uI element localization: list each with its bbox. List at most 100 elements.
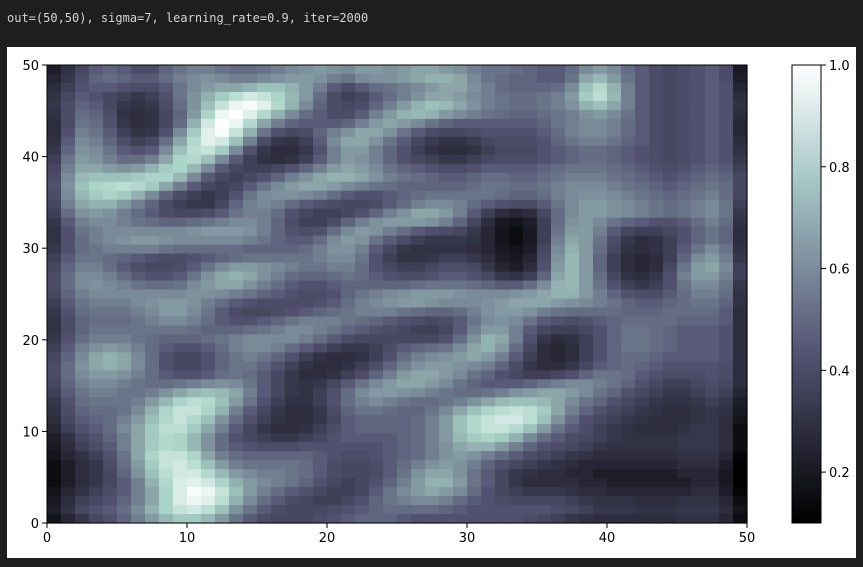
- heatmap-cell: [103, 271, 118, 282]
- heatmap-cell: [425, 226, 440, 237]
- heatmap-cell: [397, 460, 412, 470]
- heatmap-cell: [61, 136, 76, 147]
- heatmap-cell: [439, 298, 454, 309]
- heatmap-cell: [565, 208, 580, 219]
- heatmap-cell: [551, 325, 566, 336]
- heatmap-cell: [593, 181, 608, 192]
- heatmap-cell: [481, 478, 496, 488]
- heatmap-cell: [215, 217, 230, 228]
- heatmap-cell: [47, 469, 62, 479]
- heatmap-cell: [327, 65, 342, 75]
- heatmap-cell: [705, 442, 720, 452]
- heatmap-cell: [649, 361, 664, 371]
- heatmap-cell: [103, 496, 118, 506]
- heatmap-cell: [355, 325, 370, 336]
- heatmap-cell: [509, 136, 524, 147]
- heatmap-cell: [523, 91, 538, 102]
- heatmap-cell: [257, 280, 272, 291]
- heatmap-cell: [425, 469, 440, 479]
- heatmap-cell: [341, 82, 356, 93]
- heatmap-cell: [579, 424, 594, 434]
- heatmap-cell: [61, 208, 76, 219]
- heatmap-cell: [579, 181, 594, 192]
- heatmap-cell: [579, 100, 594, 111]
- heatmap-cell: [159, 388, 174, 398]
- heatmap-cell: [691, 172, 706, 183]
- heatmap-cell: [327, 469, 342, 479]
- heatmap-cell: [691, 442, 706, 452]
- heatmap-cell: [733, 280, 748, 291]
- heatmap-cell: [593, 190, 608, 201]
- heatmap-cell: [243, 343, 258, 353]
- heatmap-cell: [551, 65, 566, 75]
- heatmap-cell: [705, 244, 720, 255]
- heatmap-cell: [355, 271, 370, 282]
- heatmap-cell: [509, 397, 524, 407]
- heatmap-cell: [61, 118, 76, 129]
- heatmap-cell: [187, 163, 202, 174]
- heatmap-cell: [355, 505, 370, 515]
- heatmap-cell: [453, 316, 468, 327]
- heatmap-cell: [327, 379, 342, 389]
- heatmap-cell: [285, 361, 300, 371]
- heatmap-cell: [565, 235, 580, 246]
- heatmap-cell: [215, 199, 230, 210]
- heatmap-cell: [677, 181, 692, 192]
- heatmap-cell: [551, 73, 566, 84]
- heatmap-cell: [229, 65, 244, 75]
- heatmap-cell: [663, 217, 678, 228]
- heatmap-cell: [635, 343, 650, 353]
- heatmap-cell: [593, 388, 608, 398]
- heatmap-cell: [719, 469, 734, 479]
- heatmap-cell: [257, 442, 272, 452]
- heatmap-cell: [635, 379, 650, 389]
- heatmap-cell: [537, 334, 552, 344]
- heatmap-cell: [537, 262, 552, 273]
- heatmap-cell: [229, 496, 244, 506]
- heatmap-cell: [75, 208, 90, 219]
- heatmap-cell: [159, 73, 174, 84]
- heatmap-cell: [369, 190, 384, 201]
- heatmap-cell: [299, 316, 314, 327]
- heatmap-cell: [47, 235, 62, 246]
- heatmap-cell: [89, 154, 104, 165]
- heatmap-cell: [425, 217, 440, 228]
- heatmap-cell: [551, 406, 566, 416]
- heatmap-cell: [467, 361, 482, 371]
- heatmap-cell: [299, 208, 314, 219]
- heatmap-cell: [243, 217, 258, 228]
- heatmap-cell: [425, 100, 440, 111]
- heatmap-cell: [537, 118, 552, 129]
- heatmap-cell: [733, 469, 748, 479]
- heatmap-cell: [61, 163, 76, 174]
- heatmap-cell: [173, 352, 188, 362]
- heatmap-cell: [691, 343, 706, 353]
- heatmap-cell: [593, 235, 608, 246]
- heatmap-cell: [201, 118, 216, 129]
- heatmap-cell: [579, 280, 594, 291]
- heatmap-cell: [131, 433, 146, 443]
- heatmap-cell: [75, 235, 90, 246]
- heatmap-cell: [355, 478, 370, 488]
- heatmap-cell: [453, 65, 468, 75]
- heatmap-cell: [579, 478, 594, 488]
- heatmap-cell: [439, 226, 454, 237]
- heatmap-cell: [439, 253, 454, 264]
- heatmap-cell: [495, 334, 510, 344]
- heatmap-cell: [579, 109, 594, 120]
- heatmap-cell: [551, 451, 566, 461]
- heatmap-cell: [621, 496, 636, 506]
- heatmap-cell: [145, 172, 160, 183]
- heatmap-cell: [719, 298, 734, 309]
- heatmap-cell: [229, 181, 244, 192]
- heatmap-cell: [537, 253, 552, 264]
- heatmap-cell: [61, 154, 76, 165]
- heatmap-cell: [579, 352, 594, 362]
- heatmap-cell: [131, 514, 146, 524]
- heatmap-cell: [705, 415, 720, 425]
- figure-canvas: 0 10 20 30 40 50 0 10 20 30 40 50 0.2 0.4 0.6 0.8 1.0: [7, 47, 856, 558]
- heatmap-cell: [215, 397, 230, 407]
- heatmap-cell: [117, 451, 132, 461]
- heatmap-cell: [495, 109, 510, 120]
